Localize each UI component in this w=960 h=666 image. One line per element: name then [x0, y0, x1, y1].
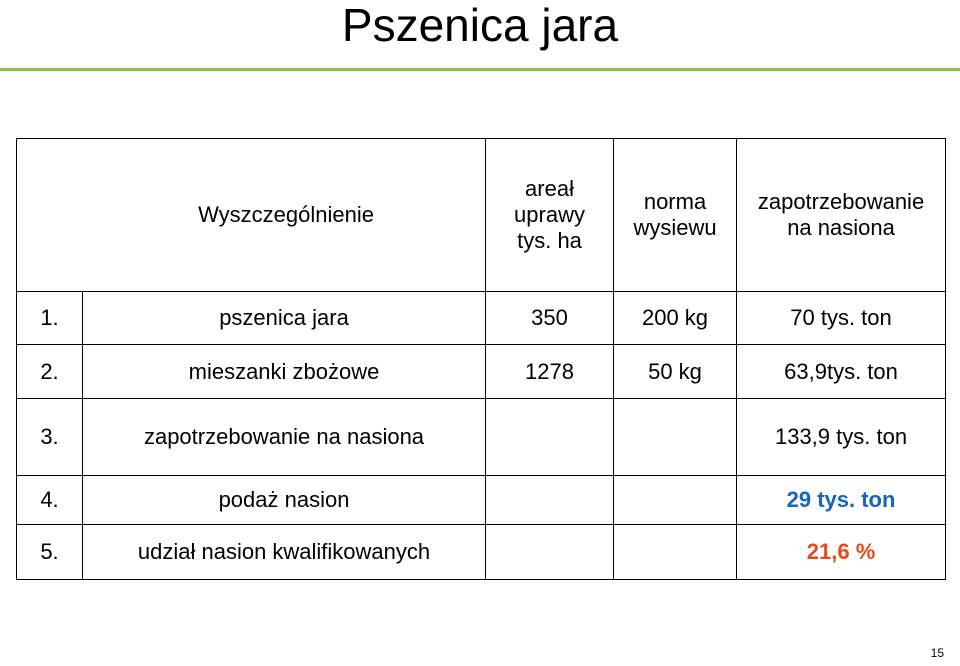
row-norm: [613, 398, 738, 476]
header-area: areał uprawy tys. ha: [485, 138, 615, 292]
row-area: [485, 398, 615, 476]
row-area: [485, 524, 615, 580]
row-number: 3.: [16, 398, 83, 476]
row-number: 1.: [16, 291, 83, 345]
row-demand: 70 tys. ton: [736, 291, 947, 345]
row-area: 1278: [485, 344, 615, 399]
row-name: podaż nasion: [81, 475, 487, 525]
row-area: [485, 475, 615, 525]
row-name: pszenica jara: [81, 291, 487, 345]
title-divider: [0, 68, 960, 71]
row-number: 5.: [16, 524, 83, 580]
row-name: udział nasion kwalifikowanych: [81, 524, 487, 580]
row-demand-highlight-red: 21,6 %: [736, 524, 947, 580]
row-number: 4.: [16, 475, 83, 525]
header-demand: zapotrzebowanie na nasiona: [736, 138, 947, 292]
row-norm: [613, 475, 738, 525]
row-demand: 63,9tys. ton: [736, 344, 947, 399]
row-norm: 50 kg: [613, 344, 738, 399]
row-area: 350: [485, 291, 615, 345]
slide-title: Pszenica jara: [341, 0, 619, 51]
page-number: 15: [930, 646, 944, 660]
table-row: 2. mieszanki zbożowe 1278 50 kg 63,9tys.…: [16, 344, 947, 399]
header-norm: norma wysiewu: [613, 138, 738, 292]
header-item: Wyszczególnienie: [15, 138, 487, 292]
row-norm: 200 kg: [613, 291, 738, 345]
row-demand-highlight-blue: 29 tys. ton: [736, 475, 947, 525]
table-row: 3. zapotrzebowanie na nasiona 133,9 tys.…: [16, 398, 947, 476]
seed-demand-table: Wyszczególnienie areał uprawy tys. ha no…: [15, 138, 947, 580]
table-row: 5. udział nasion kwalifikowanych 21,6 %: [16, 524, 947, 580]
row-demand: 133,9 tys. ton: [736, 398, 947, 476]
table-row: 1. pszenica jara 350 200 kg 70 tys. ton: [16, 291, 947, 345]
table-row: 4. podaż nasion 29 tys. ton: [16, 475, 947, 525]
row-name: mieszanki zbożowe: [81, 344, 487, 399]
row-name: zapotrzebowanie na nasiona: [81, 398, 487, 476]
row-number: 2.: [16, 344, 83, 399]
row-norm: [613, 524, 738, 580]
table-header-row: Wyszczególnienie areał uprawy tys. ha no…: [15, 138, 947, 292]
